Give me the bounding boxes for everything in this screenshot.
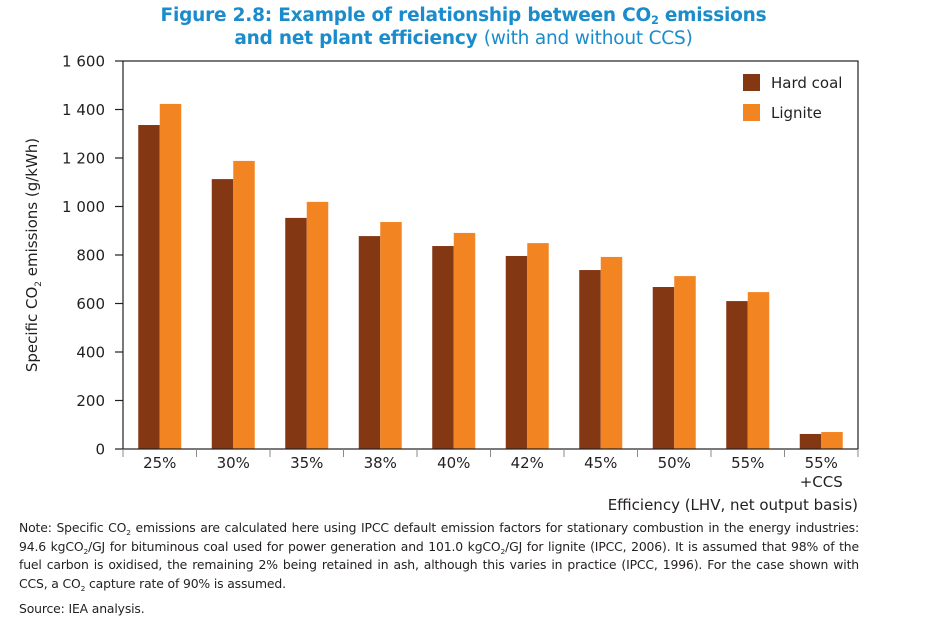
chart-note: Note: Specific CO2 emissions are calcula… [19,520,860,594]
x-tick-label: 42% [511,454,544,472]
x-tick-label: 25% [143,454,176,472]
y-tick-label: 1 200 [62,150,105,168]
bar-lignite-9 [821,432,843,449]
chart-title-line-2: and net plant efficiency (with and witho… [234,28,693,49]
y-tick-label: 400 [76,344,105,362]
bar-hard-coal-5 [505,255,528,449]
bar-hard-coal-9 [799,433,822,449]
bar-hard-coal-0 [138,125,160,450]
x-axis: 25% 30% 35% 38% 40% 42% 45% 50% 55% 55%+CCS [122,449,859,491]
x-tick-label: 38% [364,454,397,472]
bar-lignite-2 [306,201,329,449]
x-tick-label: +CCS [800,473,843,491]
bar-hard-coal-8 [726,301,748,449]
bar-hard-coal-7 [652,287,675,449]
chart-title: Figure 2.8: Example of relationship betw… [0,4,927,50]
bar-lignite-0 [159,103,182,450]
y-tick-label: 1 400 [62,101,105,119]
x-tick-label: 55% [731,454,764,472]
y-tick-label: 200 [76,392,105,410]
bar-lignite-1 [233,160,255,449]
bars-group [138,103,843,450]
bar-hard-coal-1 [211,179,234,449]
y-axis-title: Specific CO2 emissions (g/kWh) [23,138,44,372]
x-tick-label: 55% [805,454,838,472]
x-tick-label: 50% [658,454,691,472]
legend-swatch-lignite [743,104,760,121]
legend-label-hard-coal: Hard coal [771,74,842,92]
legend: Hard coal Lignite [743,74,842,122]
bar-lignite-8 [747,292,770,449]
y-tick-label: 600 [76,295,105,313]
bar-lignite-6 [600,256,623,449]
x-tick-label: 40% [437,454,470,472]
bar-lignite-7 [674,276,696,449]
y-tick-label: 1 600 [62,53,105,71]
x-tick-label: 45% [584,454,617,472]
bar-hard-coal-2 [285,217,307,449]
x-tick-label: 35% [290,454,323,472]
bar-hard-coal-4 [432,246,454,449]
x-axis-title: Efficiency (LHV, net output basis) [608,496,858,514]
y-tick-label: 800 [76,247,105,265]
x-tick-label: 30% [217,454,250,472]
bar-hard-coal-6 [579,270,601,449]
chart-title-line-1: Figure 2.8: Example of relationship betw… [160,5,767,27]
bar-lignite-5 [527,243,549,449]
chart-source: Source: IEA analysis. [19,601,145,616]
bar-lignite-4 [453,232,476,449]
bar-lignite-3 [380,222,402,449]
legend-label-lignite: Lignite [771,104,822,122]
y-axis: 0 200 400 600 800 1 000 1 200 1 400 1 600 [62,53,123,459]
y-tick-label: 0 [95,441,105,459]
legend-swatch-hard-coal [743,74,760,91]
bar-hard-coal-3 [358,236,381,449]
bar-chart: 0 200 400 600 800 1 000 1 200 1 400 1 600 25% 30%… [23,53,859,514]
y-tick-label: 1 000 [62,198,105,216]
